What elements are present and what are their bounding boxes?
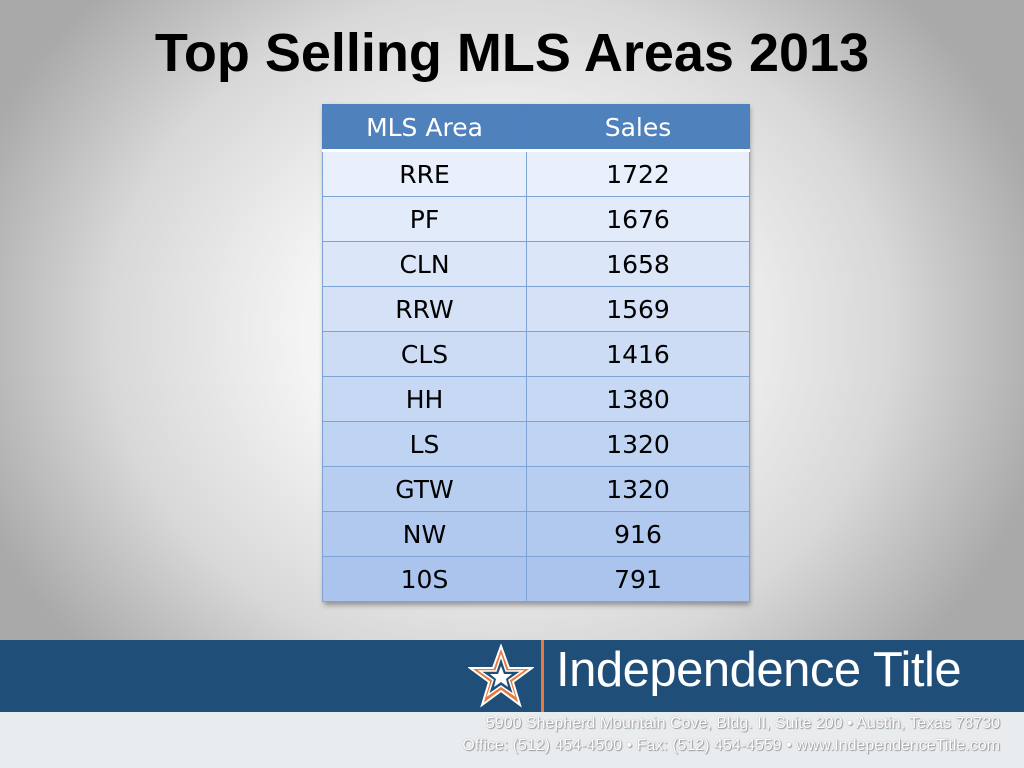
mls-area-cell: GTW xyxy=(322,466,527,512)
table-row: GTW 1320 xyxy=(322,466,750,512)
star-icon xyxy=(468,644,534,708)
mls-area-cell: RRW xyxy=(322,286,527,332)
mls-area-cell: PF xyxy=(322,196,527,242)
table-row: PF 1676 xyxy=(322,196,750,242)
mls-area-cell: 10S xyxy=(322,556,527,602)
table-header-row: MLS Area Sales xyxy=(322,104,750,152)
column-header-mls-area: MLS Area xyxy=(322,104,527,152)
table-row: RRE 1722 xyxy=(322,150,750,197)
sales-cell: 916 xyxy=(526,511,750,557)
table-row: CLN 1658 xyxy=(322,241,750,287)
table-body: RRE 1722 PF 1676 CLN 1658 RRW 1569 CLS 1416 HH 1380… xyxy=(322,150,750,602)
sales-table: MLS Area Sales RRE 1722 PF 1676 CLN 1658 RRW 15… xyxy=(322,104,750,602)
mls-area-cell: LS xyxy=(322,421,527,467)
sales-cell: 1658 xyxy=(526,241,750,287)
table-row: CLS 1416 xyxy=(322,331,750,377)
footer-divider xyxy=(541,640,544,712)
table-row: HH 1380 xyxy=(322,376,750,422)
mls-area-cell: CLS xyxy=(322,331,527,377)
sales-cell: 1380 xyxy=(526,376,750,422)
table-row: NW 916 xyxy=(322,511,750,557)
sales-cell: 1569 xyxy=(526,286,750,332)
sales-cell: 1320 xyxy=(526,421,750,467)
column-header-sales: Sales xyxy=(526,104,750,152)
sales-cell: 1676 xyxy=(526,196,750,242)
sales-table-container: MLS Area Sales RRE 1722 PF 1676 CLN 1658 RRW 15… xyxy=(322,104,750,602)
footer-address-area xyxy=(0,712,1024,768)
mls-area-cell: NW xyxy=(322,511,527,557)
slide-title: Top Selling MLS Areas 2013 xyxy=(154,23,870,83)
mls-area-cell: HH xyxy=(322,376,527,422)
table-row: LS 1320 xyxy=(322,421,750,467)
sales-cell: 1320 xyxy=(526,466,750,512)
sales-cell: 1416 xyxy=(526,331,750,377)
table-row: RRW 1569 xyxy=(322,286,750,332)
sales-cell: 791 xyxy=(526,556,750,602)
brand-name: Independence Title xyxy=(556,643,962,697)
mls-area-cell: CLN xyxy=(322,241,527,287)
mls-area-cell: RRE xyxy=(322,150,527,197)
table-row: 10S 791 xyxy=(322,556,750,602)
contact-line: Office: (512) 454-4500 • Fax: (512) 454-… xyxy=(462,737,1000,754)
sales-cell: 1722 xyxy=(526,150,750,197)
address-line: 5900 Shepherd Mountain Cove, Bldg. II, S… xyxy=(485,715,1000,732)
